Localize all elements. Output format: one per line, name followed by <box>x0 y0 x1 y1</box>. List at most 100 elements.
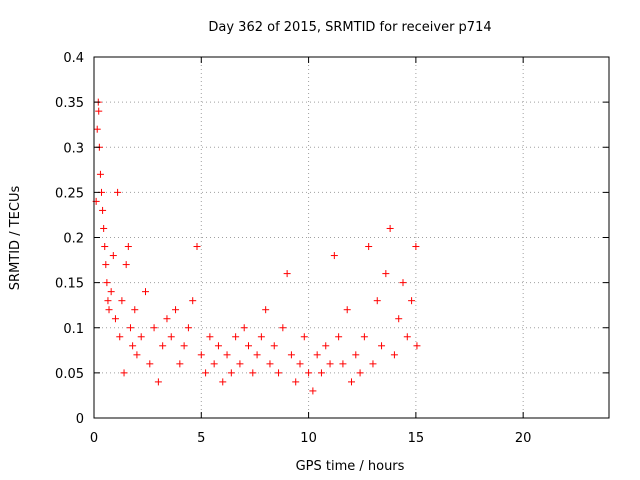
data-point <box>159 342 167 350</box>
data-point <box>313 351 321 359</box>
data-point <box>339 360 347 368</box>
data-point <box>300 333 308 341</box>
data-point <box>202 369 210 377</box>
data-point <box>223 351 231 359</box>
data-point <box>101 243 109 251</box>
data-point <box>283 270 291 278</box>
data-point <box>93 125 101 133</box>
data-point <box>386 224 394 232</box>
chart-title: Day 362 of 2015, SRMTID for receiver p71… <box>208 20 491 35</box>
data-point <box>270 342 278 350</box>
y-tick-label: 0.05 <box>55 367 84 382</box>
data-point <box>184 324 192 332</box>
y-tick-label: 0.35 <box>55 96 84 111</box>
y-tick-label: 0 <box>76 412 84 427</box>
data-point <box>249 369 257 377</box>
data-point <box>279 324 287 332</box>
data-point <box>360 333 368 341</box>
data-point <box>330 252 338 260</box>
data-point <box>163 315 171 323</box>
data-point <box>189 297 197 305</box>
y-tick-label: 0.15 <box>55 277 84 292</box>
data-point <box>122 261 130 269</box>
data-point <box>395 315 403 323</box>
grid-lines <box>94 57 609 418</box>
data-point <box>399 279 407 287</box>
x-tick-label: 20 <box>515 431 532 446</box>
data-point <box>114 188 122 196</box>
data-point <box>356 369 364 377</box>
data-point <box>104 297 112 305</box>
data-point <box>309 387 317 395</box>
data-point <box>95 107 103 115</box>
data-point <box>197 351 205 359</box>
data-point <box>236 360 244 368</box>
data-point <box>219 378 227 386</box>
data-point <box>172 306 180 314</box>
data-point <box>118 297 126 305</box>
plot-frame <box>93 56 610 419</box>
data-point <box>232 333 240 341</box>
y-tick-label: 0.25 <box>55 186 84 201</box>
data-point <box>105 306 113 314</box>
axis-ticks <box>93 56 609 419</box>
y-tick-label: 0.1 <box>63 322 84 337</box>
data-point <box>275 369 283 377</box>
data-point <box>116 333 124 341</box>
x-tick-label: 5 <box>197 431 205 446</box>
data-point <box>403 333 411 341</box>
data-point <box>100 224 108 232</box>
data-point <box>167 333 175 341</box>
data-point <box>154 378 162 386</box>
data-points <box>92 98 421 395</box>
data-point <box>107 288 115 296</box>
data-point <box>111 315 119 323</box>
data-point <box>317 369 325 377</box>
data-point <box>99 206 107 214</box>
y-tick-label: 0.4 <box>63 51 84 66</box>
x-tick-label: 10 <box>300 431 317 446</box>
data-point <box>96 170 104 178</box>
data-point <box>240 324 248 332</box>
y-tick-label: 0.3 <box>63 141 84 156</box>
data-point <box>214 342 222 350</box>
data-point <box>193 243 201 251</box>
data-point <box>257 333 265 341</box>
data-point <box>210 360 218 368</box>
data-point <box>253 351 261 359</box>
data-point <box>109 252 117 260</box>
data-point <box>102 261 110 269</box>
y-tick-label: 0.2 <box>63 232 84 247</box>
y-tick-labels: 0 0.05 0.1 0.15 0.2 0.25 0.3 0.35 0.4 <box>55 51 84 427</box>
data-point <box>390 351 398 359</box>
data-point <box>227 369 235 377</box>
data-point <box>287 351 295 359</box>
data-point <box>322 342 330 350</box>
data-point <box>348 378 355 386</box>
data-point <box>408 297 416 305</box>
data-point <box>180 342 188 350</box>
data-point <box>245 342 252 350</box>
data-point <box>142 288 149 296</box>
data-point <box>133 351 141 359</box>
x-tick-labels: 0 5 10 15 20 <box>90 431 532 446</box>
data-point <box>369 360 377 368</box>
data-point <box>378 342 386 350</box>
data-point <box>262 306 270 314</box>
data-point <box>129 342 137 350</box>
data-point <box>352 351 360 359</box>
data-point <box>131 306 139 314</box>
y-axis-label: SRMTID / TECUs <box>8 186 23 291</box>
data-point <box>206 333 214 341</box>
data-point <box>176 360 184 368</box>
data-point <box>124 243 132 251</box>
data-point <box>126 324 134 332</box>
data-point <box>292 378 300 386</box>
data-point <box>413 342 421 350</box>
data-point <box>343 306 351 314</box>
data-point <box>412 243 420 251</box>
data-point <box>365 243 373 251</box>
data-point <box>266 360 274 368</box>
x-axis-label: GPS time / hours <box>296 459 405 474</box>
